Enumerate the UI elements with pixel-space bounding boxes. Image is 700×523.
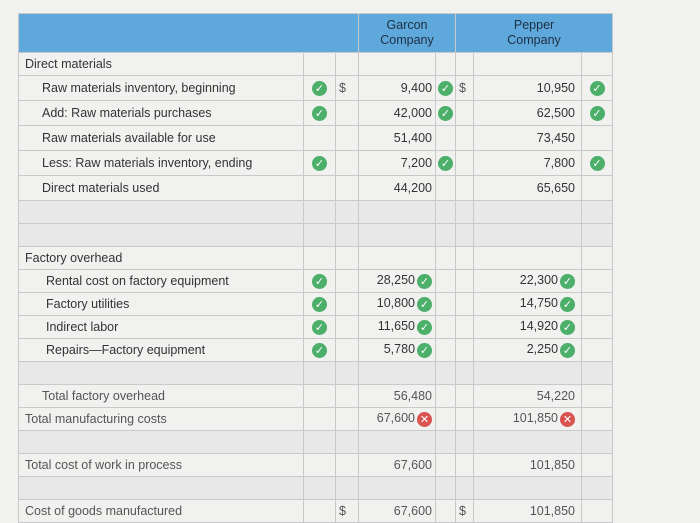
- spacer-row: [18, 430, 614, 454]
- table-row: Total factory overhead 56,480 54,220: [18, 384, 614, 408]
- check-circle-icon: ✓: [312, 105, 327, 121]
- garcon-input[interactable]: 67,600: [376, 411, 416, 426]
- check-circle-icon: ✓: [312, 273, 327, 289]
- row-label: Add: Raw materials purchases: [18, 100, 304, 126]
- pepper-input[interactable]: 65,650: [536, 181, 576, 195]
- garcon-input[interactable]: 51,400: [393, 131, 433, 145]
- currency-symbol: $: [455, 499, 475, 523]
- check-circle-icon: ✓: [438, 155, 454, 171]
- garcon-input[interactable]: 7,200: [400, 156, 433, 170]
- spacer-row: [18, 200, 614, 224]
- garcon-input[interactable]: 5,780: [383, 342, 416, 357]
- check-circle-icon: ✓: [438, 105, 454, 121]
- check-circle-icon: ✓: [312, 296, 327, 312]
- check-circle-icon: ✓: [417, 273, 433, 289]
- table-row: Rental cost on factory equipment ✓ 28,25…: [18, 269, 614, 293]
- check-circle-icon: ✓: [589, 155, 605, 171]
- row-label: Less: Raw materials inventory, ending: [18, 150, 304, 176]
- garcon-input[interactable]: 42,000: [393, 106, 433, 120]
- row-label: Raw materials available for use: [18, 125, 304, 151]
- pepper-header-label: Pepper Company: [507, 18, 561, 47]
- check-circle-icon: ✓: [312, 155, 327, 171]
- row-label: Total manufacturing costs: [18, 407, 304, 431]
- check-circle-icon: ✓: [589, 80, 605, 96]
- row-label: Rental cost on factory equipment: [18, 269, 304, 293]
- pepper-input[interactable]: 2,250: [526, 342, 559, 357]
- schedule-table: Garcon Company Pepper Company Direct mat…: [17, 13, 614, 523]
- check-circle-icon: ✓: [560, 342, 576, 358]
- table-row: Factory utilities ✓ 10,800 ✓ 14,750 ✓: [18, 292, 614, 316]
- garcon-input[interactable]: 56,480: [393, 389, 433, 403]
- pepper-input[interactable]: 101,850: [512, 411, 559, 426]
- x-circle-icon: ✕: [417, 411, 433, 427]
- row-label: Factory utilities: [18, 292, 304, 316]
- garcon-input[interactable]: 67,600: [393, 504, 433, 518]
- pepper-input[interactable]: 14,750: [519, 296, 559, 311]
- check-circle-icon: ✓: [312, 319, 327, 335]
- currency-symbol: $: [334, 499, 360, 523]
- garcon-input[interactable]: 11,650: [377, 319, 416, 334]
- table-row: Raw materials available for use 51,400 7…: [18, 125, 614, 151]
- currency-symbol: $: [334, 75, 360, 101]
- row-label: Indirect labor: [18, 315, 304, 339]
- pepper-input[interactable]: 62,500: [536, 106, 576, 120]
- pepper-input[interactable]: 101,850: [529, 504, 576, 518]
- table-row: Raw materials inventory, beginning ✓ $ 9…: [18, 75, 614, 101]
- check-circle-icon: ✓: [560, 273, 576, 289]
- check-circle-icon: ✓: [560, 319, 576, 335]
- garcon-input[interactable]: 10,800: [376, 296, 416, 311]
- pepper-input[interactable]: 54,220: [536, 389, 576, 403]
- cogm-schedule: Garcon Company Pepper Company Direct mat…: [17, 13, 614, 523]
- row-label: Raw materials inventory, beginning: [18, 75, 304, 101]
- table-row: Direct materials used 44,200 65,650: [18, 175, 614, 201]
- pepper-input[interactable]: 7,800: [543, 156, 576, 170]
- garcon-input[interactable]: 9,400: [400, 81, 433, 95]
- garcon-input[interactable]: 28,250: [376, 273, 416, 288]
- section-heading-row: Direct materials: [18, 52, 614, 76]
- table-row: Cost of goods manufactured $ 67,600 $ 10…: [18, 499, 614, 523]
- check-circle-icon: ✓: [312, 342, 327, 358]
- table-row: Less: Raw materials inventory, ending ✓ …: [18, 150, 614, 176]
- check-circle-icon: ✓: [417, 342, 433, 358]
- spacer-row: [18, 223, 614, 247]
- table-row: Total cost of work in process 67,600 101…: [18, 453, 614, 477]
- pepper-input[interactable]: 22,300: [519, 273, 559, 288]
- x-circle-icon: ✕: [560, 411, 576, 427]
- table-row: Repairs—Factory equipment ✓ 5,780 ✓ 2,250…: [18, 338, 614, 362]
- section-heading: Factory overhead: [18, 246, 304, 270]
- row-label: Total factory overhead: [18, 384, 304, 408]
- spacer-row: [18, 476, 614, 500]
- header-spacer: [17, 13, 360, 53]
- check-circle-icon: ✓: [417, 319, 433, 335]
- check-circle-icon: ✓: [589, 105, 605, 121]
- pepper-input[interactable]: 101,850: [529, 458, 576, 472]
- section-heading-row: Factory overhead: [18, 246, 614, 270]
- header-row: Garcon Company Pepper Company: [17, 13, 614, 53]
- check-circle-icon: ✓: [560, 296, 576, 312]
- row-label: Total cost of work in process: [18, 453, 304, 477]
- check-circle-icon: ✓: [438, 80, 454, 96]
- pepper-input[interactable]: 10,950: [536, 81, 576, 95]
- garcon-input[interactable]: 67,600: [393, 458, 433, 472]
- garcon-input[interactable]: 44,200: [393, 181, 433, 195]
- table-row: Total manufacturing costs 67,600 ✕ 101,85…: [18, 407, 614, 431]
- row-label: Direct materials used: [18, 175, 304, 201]
- row-label: Cost of goods manufactured: [18, 499, 304, 523]
- spacer-row: [18, 361, 614, 385]
- currency-symbol: $: [455, 75, 475, 101]
- table-row: Indirect labor ✓ 11,650 ✓ 14,920 ✓: [18, 315, 614, 339]
- header-pepper: Pepper Company: [455, 13, 614, 53]
- section-heading: Direct materials: [18, 52, 304, 76]
- garcon-header-label: Garcon Company: [380, 18, 434, 47]
- pepper-input[interactable]: 14,920: [519, 319, 559, 334]
- check-circle-icon: ✓: [417, 296, 433, 312]
- header-garcon: Garcon Company: [358, 13, 457, 53]
- table-row: Add: Raw materials purchases ✓ 42,000 ✓ …: [18, 100, 614, 126]
- row-label: Repairs—Factory equipment: [18, 338, 304, 362]
- check-circle-icon: ✓: [312, 80, 327, 96]
- pepper-input[interactable]: 73,450: [536, 131, 576, 145]
